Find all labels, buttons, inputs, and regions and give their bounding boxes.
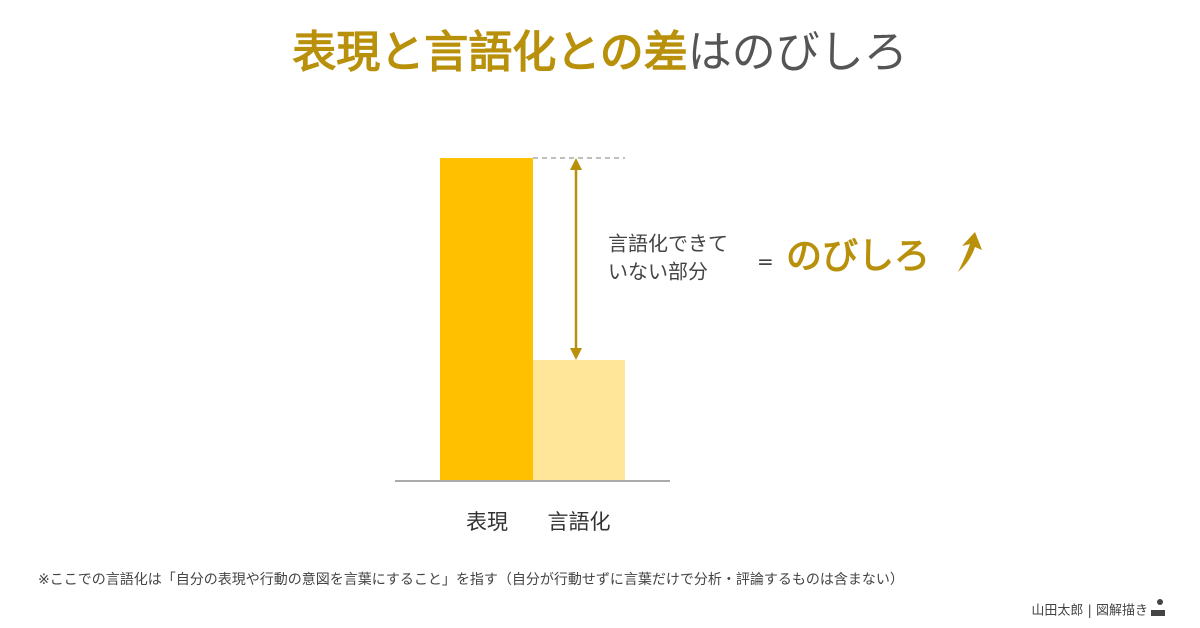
- result-text: のびしろ: [786, 236, 930, 277]
- arrow-head-bottom: [570, 348, 582, 360]
- title-highlight: 表現と言語化との差: [292, 27, 688, 78]
- footnote: ※ここでの言語化は「自分の表現や行動の意図を言葉にすること」を指す（自分が行動せ…: [38, 571, 904, 588]
- up-arrow-icon: [958, 232, 982, 272]
- title: 表現と言語化との差はのびしろ: [292, 27, 908, 78]
- category-label: 言語化: [548, 510, 611, 534]
- category-label: 表現: [466, 510, 508, 534]
- bar-expression: [440, 158, 533, 481]
- annotation-line: 言語化できて: [608, 232, 728, 256]
- credit: 山田太郎 | 図解描き: [1031, 604, 1148, 619]
- credit-icon: [1151, 599, 1165, 616]
- annotation-line: いない部分: [608, 260, 708, 284]
- bar-verbalization: [533, 360, 625, 481]
- arrow-head-top: [570, 158, 582, 170]
- equals-sign: =: [757, 250, 774, 274]
- title-rest: はのびしろ: [688, 27, 908, 78]
